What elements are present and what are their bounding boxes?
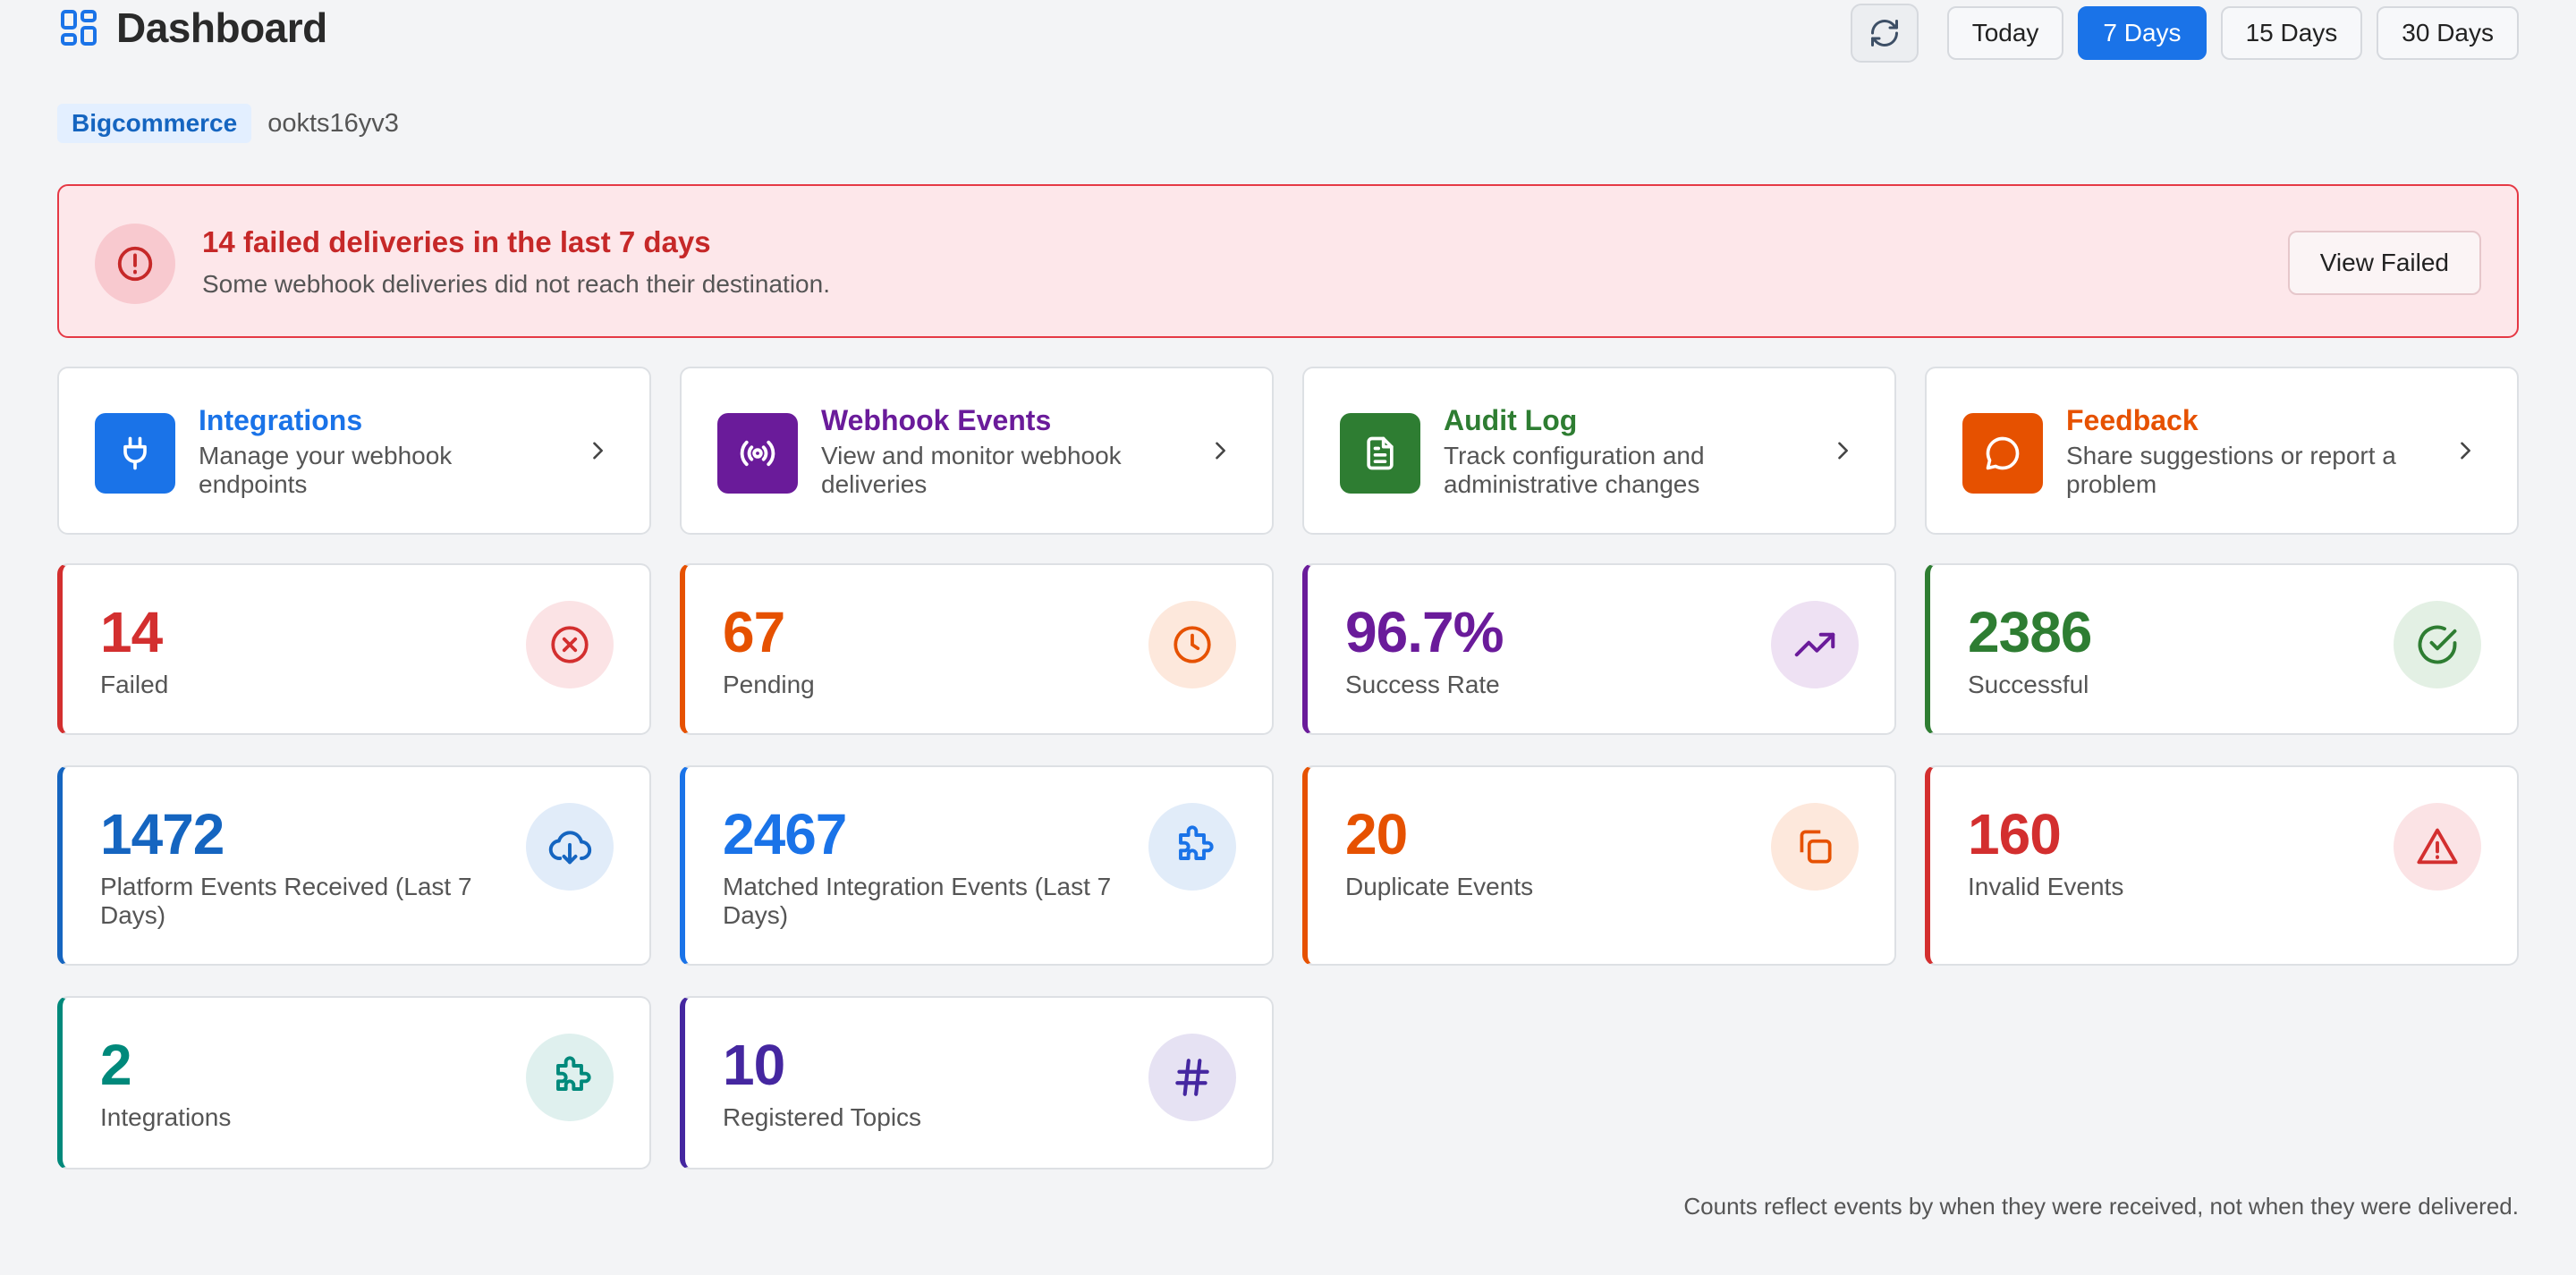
refresh-icon [1870,20,1898,46]
stat-card-failed[interactable]: 14 Failed [57,563,651,735]
platform-id: ookts16yv3 [267,108,399,138]
nav-card-feedback[interactable]: Feedback Share suggestions or report a p… [1925,367,2519,535]
stat-value: 2 [100,1033,132,1097]
stat-value: 160 [1968,802,2062,866]
x-circle-icon [526,601,614,688]
chevron-right-icon [1830,438,1855,463]
puzzle-icon [1148,803,1236,891]
page-title-wrap: Dashboard [57,0,327,55]
range-7-days-button[interactable]: 7 Days [2078,6,2207,60]
stat-card-registered-topics[interactable]: 10 Registered Topics [680,996,1274,1169]
chat-bubble-icon [1962,413,2043,494]
nav-card-title: Feedback [2066,404,2199,436]
clock-icon [1148,601,1236,688]
stat-label: Successful [1968,671,2089,698]
alert-subtitle: Some webhook deliveries did not reach th… [202,270,830,298]
nav-card-description: View and monitor webhook deliveries [821,442,1122,498]
alert-title: 14 failed deliveries in the last 7 days [202,225,711,258]
nav-card-description: Manage your webhook endpoints [199,442,453,498]
view-failed-button[interactable]: View Failed [2287,231,2481,295]
stat-label: Invalid Events [1968,873,2124,900]
puzzle-icon [526,1034,614,1121]
stat-value: 96.7% [1345,600,1504,664]
broadcast-icon [717,413,798,494]
refresh-button[interactable] [1850,4,1919,63]
nav-card-integrations[interactable]: Integrations Manage your webhook endpoin… [57,367,651,535]
stat-label: Pending [723,671,815,698]
stat-value: 67 [723,600,785,664]
stat-card-integrations[interactable]: 2 Integrations [57,996,651,1169]
stat-card-platform-events[interactable]: 1472 Platform Events Received (Last 7 Da… [57,765,651,966]
stat-card-successful[interactable]: 2386 Successful [1925,563,2519,735]
stat-card-duplicate-events[interactable]: 20 Duplicate Events [1302,765,1896,966]
nav-card-audit-log[interactable]: Audit Log Track configuration and admini… [1302,367,1896,535]
range-controls: Today 7 Days 15 Days 30 Days [1850,4,2519,63]
stat-label: Integrations [100,1103,232,1131]
stat-card-success-rate[interactable]: 96.7% Success Rate [1302,563,1896,735]
nav-card-title: Integrations [199,404,363,436]
check-circle-icon [2394,601,2481,688]
stat-label: Registered Topics [723,1103,922,1131]
cloud-download-icon [526,803,614,891]
range-today-button[interactable]: Today [1946,6,2064,60]
stat-label: Duplicate Events [1345,873,1534,900]
platform-badge: Bigcommerce [57,104,252,143]
header: Dashboard Today 7 Days 15 Days 30 Days [57,0,2519,63]
stat-value: 10 [723,1033,785,1097]
page-title: Dashboard [116,4,327,51]
chevron-right-icon [1208,438,1233,463]
stat-value: 14 [100,600,163,664]
failed-deliveries-alert: 14 failed deliveries in the last 7 days … [57,184,2519,338]
nav-card-title: Audit Log [1444,404,1578,436]
copy-icon [1771,803,1859,891]
alert-circle-icon [95,224,175,304]
dashboard-icon [57,6,100,49]
range-30-days-button[interactable]: 30 Days [2377,6,2519,60]
alert-triangle-icon [2394,803,2481,891]
footer-note: Counts reflect events by when they were … [1683,1193,2519,1220]
nav-card-description: Track configuration and administrative c… [1444,442,1705,498]
range-15-days-button[interactable]: 15 Days [2220,6,2363,60]
plug-icon [95,413,175,494]
chevron-right-icon [585,438,610,463]
stat-label: Failed [100,671,169,698]
nav-card-webhook-events[interactable]: Webhook Events View and monitor webhook … [680,367,1274,535]
stat-value: 2467 [723,802,847,866]
chevron-right-icon [2453,438,2478,463]
hash-icon [1148,1034,1236,1121]
stat-card-matched-events[interactable]: 2467 Matched Integration Events (Last 7 … [680,765,1274,966]
nav-card-description: Share suggestions or report a problem [2066,442,2396,498]
document-icon [1340,413,1420,494]
stat-label: Success Rate [1345,671,1500,698]
stat-value: 20 [1345,802,1408,866]
stat-label: Platform Events Received (Last 7 Days) [100,873,472,929]
stat-card-invalid-events[interactable]: 160 Invalid Events [1925,765,2519,966]
stat-value: 2386 [1968,600,2092,664]
nav-card-title: Webhook Events [821,404,1052,436]
stat-label: Matched Integration Events (Last 7 Days) [723,873,1112,929]
trending-up-icon [1771,601,1859,688]
platform-row: Bigcommerce ookts16yv3 [57,104,399,143]
stat-card-pending[interactable]: 67 Pending [680,563,1274,735]
stat-value: 1472 [100,802,225,866]
